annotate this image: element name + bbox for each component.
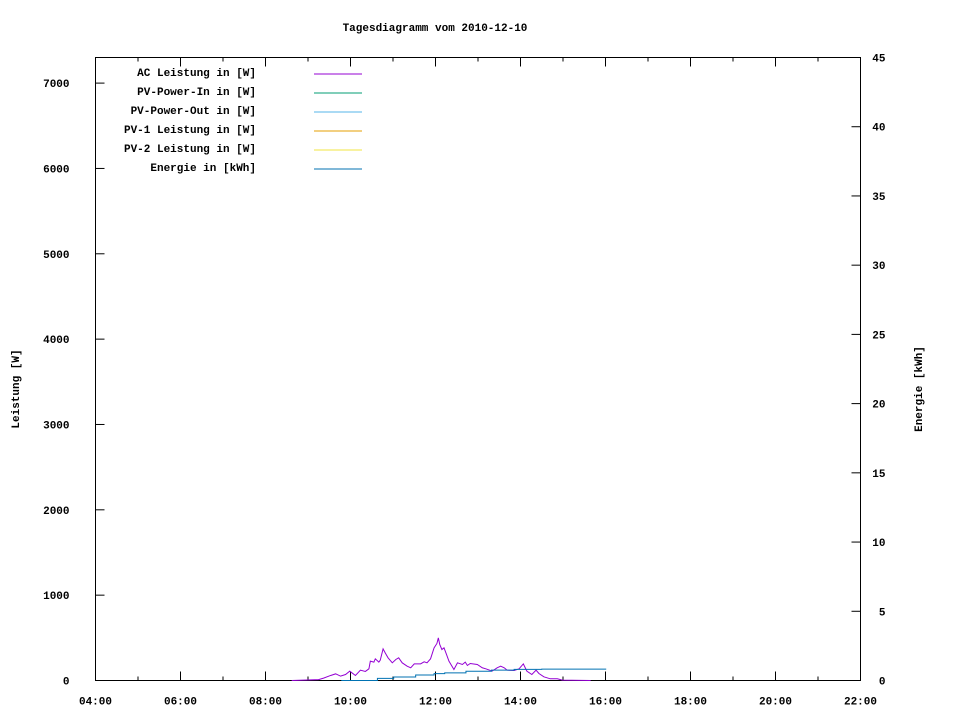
x-tick-label: 16:00: [589, 697, 622, 709]
y-tick-label: 7000: [43, 79, 69, 91]
y-tick-label: 1000: [43, 591, 69, 603]
legend-entry: PV-Power-In in [W]: [137, 87, 362, 99]
legend-entry: AC Leistung in [W]: [137, 68, 362, 80]
y-tick-label: 3000: [43, 420, 69, 432]
x-tick-label: 22:00: [844, 697, 877, 709]
y2-tick-label: 0: [879, 677, 886, 689]
y2-tick-label: 35: [872, 192, 886, 204]
legend-label: PV-Power-In in [W]: [137, 87, 256, 99]
y2-tick-label: 15: [872, 469, 886, 481]
y2-axis-label: Energie [kWh]: [914, 346, 926, 432]
legend-entry: PV-2 Leistung in [W]: [124, 144, 362, 156]
y2-tick-label: 40: [872, 123, 885, 135]
x-tick-label: 04:00: [79, 697, 112, 709]
legend-entry: PV-1 Leistung in [W]: [124, 125, 362, 137]
legend-label: Energie in [kWh]: [150, 163, 256, 175]
y-axis-label: Leistung [W]: [11, 349, 23, 428]
y-tick-label: 5000: [43, 250, 69, 262]
x-tick-label: 18:00: [674, 697, 707, 709]
legend-entry: PV-Power-Out in [W]: [131, 106, 362, 118]
x-tick-label: 12:00: [419, 697, 452, 709]
y2-tick-label: 25: [872, 330, 886, 342]
legend-label: PV-1 Leistung in [W]: [124, 125, 256, 137]
x-tick-label: 10:00: [334, 697, 367, 709]
y-tick-label: 6000: [43, 164, 69, 176]
chart-title: Tagesdiagramm vom 2010-12-10: [343, 23, 528, 35]
y2-tick-label: 5: [879, 607, 886, 619]
series-line-5: [341, 668, 607, 681]
y2-tick-label: 30: [872, 261, 885, 273]
series-line-0: [291, 637, 591, 681]
legend-label: PV-Power-Out in [W]: [131, 106, 256, 118]
y2-tick-label: 20: [872, 400, 885, 412]
legend-label: PV-2 Leistung in [W]: [124, 144, 256, 156]
x-tick-label: 14:00: [504, 697, 537, 709]
x-tick-label: 06:00: [164, 697, 197, 709]
y2-tick-label: 45: [872, 54, 886, 66]
y-tick-label: 0: [63, 677, 70, 689]
y-tick-label: 2000: [43, 506, 69, 518]
x-tick-label: 20:00: [759, 697, 792, 709]
x-tick-label: 08:00: [249, 697, 282, 709]
y-tick-label: 4000: [43, 335, 69, 347]
legend-entry: Energie in [kWh]: [150, 163, 362, 175]
y2-tick-label: 10: [872, 538, 885, 550]
legend-label: AC Leistung in [W]: [137, 68, 256, 80]
